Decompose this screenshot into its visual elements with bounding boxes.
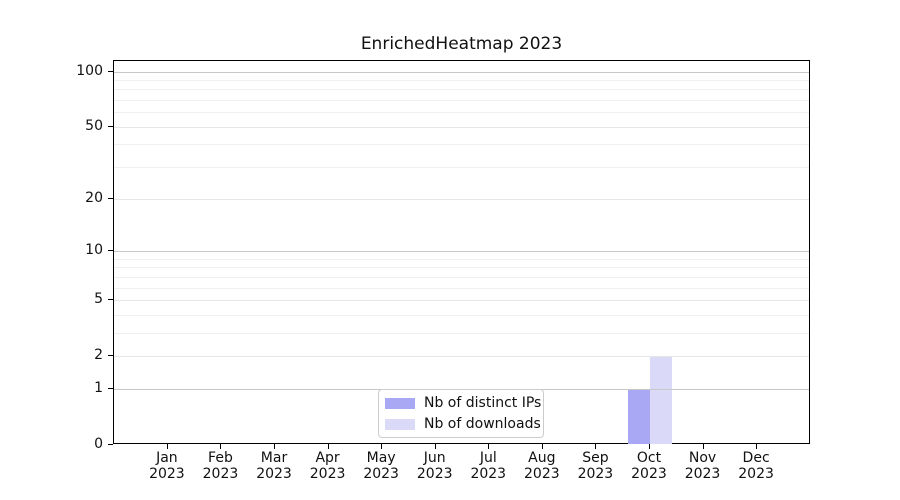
year-label: 2023 <box>577 466 614 482</box>
minor-gridline <box>114 79 809 81</box>
y-tick-label: 1 <box>94 379 103 396</box>
year-label: 2023 <box>738 466 774 482</box>
y-axis-tick <box>108 298 113 300</box>
year-label: 2023 <box>256 466 292 482</box>
minor-gridline <box>114 267 809 269</box>
minor-gridline <box>114 167 809 169</box>
x-axis-tick <box>381 444 383 449</box>
major-gridline <box>114 250 809 252</box>
x-tick-label: Feb 2023 <box>190 450 250 482</box>
y-tick-label: 10 <box>85 241 103 258</box>
bar-nb-of-downloads <box>649 356 672 444</box>
major-gridline <box>114 126 809 128</box>
month-label: May <box>366 450 396 466</box>
year-label: 2023 <box>363 466 399 482</box>
minor-gridline <box>114 314 809 316</box>
x-tick-label: Jan 2023 <box>137 450 197 482</box>
y-tick-label: 0 <box>94 436 103 452</box>
minor-gridline <box>114 258 809 260</box>
month-label: Mar <box>260 450 288 466</box>
year-label: 2023 <box>416 466 453 482</box>
legend-label: Nb of distinct IPs <box>424 395 542 411</box>
month-label: Aug <box>528 450 556 466</box>
x-tick-label: Mar 2023 <box>244 450 304 482</box>
y-axis-tick <box>108 387 113 389</box>
x-axis-tick <box>434 444 436 449</box>
x-tick-label: Apr 2023 <box>298 450 358 482</box>
year-label: 2023 <box>149 466 185 482</box>
y-axis-tick <box>108 355 113 357</box>
y-axis-tick <box>108 70 113 72</box>
x-tick-label: Sep 2023 <box>565 450 625 482</box>
y-axis-tick <box>108 125 113 127</box>
year-label: 2023 <box>202 466 239 482</box>
x-axis-tick <box>220 444 222 449</box>
minor-gridline <box>114 144 809 146</box>
x-axis-tick <box>756 444 758 449</box>
minor-gridline <box>114 332 809 334</box>
month-label: Jun <box>423 450 446 466</box>
x-axis-tick <box>702 444 704 449</box>
x-tick-label: Jun 2023 <box>405 450 465 482</box>
legend-label: Nb of downloads <box>424 416 541 432</box>
x-tick-label: Nov 2023 <box>673 450 733 482</box>
year-label: 2023 <box>309 466 346 482</box>
y-tick-label: 2 <box>94 347 103 364</box>
x-axis-tick <box>595 444 597 449</box>
y-axis-tick <box>108 197 113 199</box>
legend-swatch-distinct-ips <box>385 397 415 409</box>
month-label: Apr <box>315 450 340 466</box>
x-axis-tick <box>327 444 329 449</box>
minor-gridline <box>114 112 809 114</box>
x-tick-label: Aug 2023 <box>512 450 572 482</box>
x-tick-label: Oct 2023 <box>619 450 679 482</box>
x-axis-tick <box>274 444 276 449</box>
x-axis-tick <box>648 444 650 449</box>
major-gridline <box>114 356 809 358</box>
month-label: Dec <box>742 450 770 466</box>
x-tick-label: Jul 2023 <box>458 450 518 482</box>
month-label: Sep <box>582 450 609 466</box>
y-tick-label: 100 <box>76 62 103 79</box>
y-tick-label: 20 <box>85 189 103 206</box>
legend-row: Nb of distinct IPs <box>385 395 541 411</box>
x-axis-tick <box>488 444 490 449</box>
legend: Nb of distinct IPs Nb of downloads <box>378 389 544 438</box>
minor-gridline <box>114 287 809 289</box>
minor-gridline <box>114 276 809 278</box>
month-label: Jul <box>479 450 497 466</box>
year-label: 2023 <box>524 466 560 482</box>
minor-gridline <box>114 89 809 91</box>
major-gridline <box>114 299 809 301</box>
bar-nb-of-distinct-ips <box>627 388 650 444</box>
month-label: Nov <box>688 450 717 466</box>
major-gridline <box>114 198 809 200</box>
x-axis-tick <box>541 444 543 449</box>
minor-gridline <box>114 100 809 102</box>
x-tick-label: Dec 2023 <box>726 450 786 482</box>
year-label: 2023 <box>684 466 721 482</box>
legend-swatch-downloads <box>385 418 415 430</box>
month-label: Oct <box>636 450 662 466</box>
y-tick-label: 50 <box>85 117 103 134</box>
x-axis-tick <box>166 444 168 449</box>
x-tick-label: May 2023 <box>351 450 411 482</box>
chart-title: EnrichedHeatmap 2023 <box>360 34 563 54</box>
legend-row: Nb of downloads <box>385 416 541 432</box>
month-label: Jan <box>156 450 178 466</box>
year-label: 2023 <box>470 466 507 482</box>
month-label: Feb <box>208 450 233 466</box>
y-tick-label: 5 <box>94 290 103 307</box>
plot-area <box>113 60 810 444</box>
major-gridline <box>114 71 809 73</box>
y-axis-tick <box>108 249 113 251</box>
year-label: 2023 <box>631 466 667 482</box>
y-axis-tick <box>108 444 113 445</box>
